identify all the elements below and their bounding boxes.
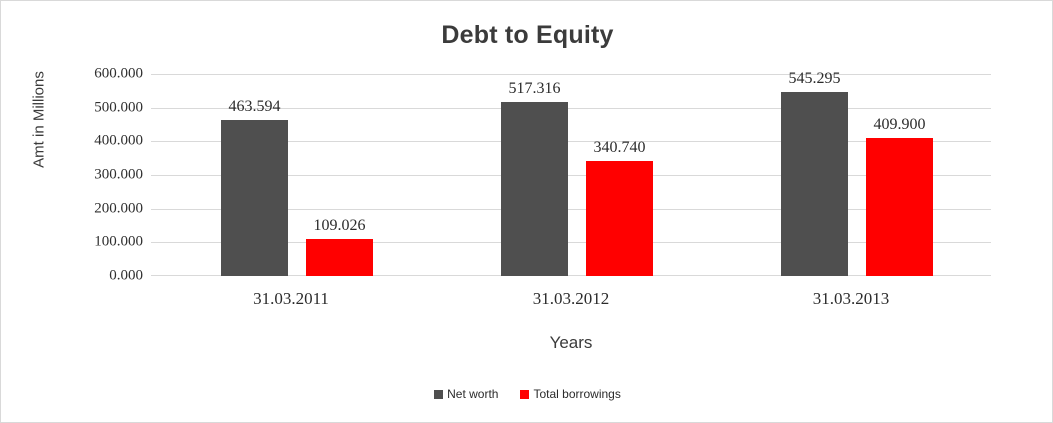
x-axis-tick: 31.03.2012 — [532, 289, 610, 308]
legend-item-net-worth[interactable]: Net worth — [434, 387, 498, 401]
bar-value-label: 463.594 — [228, 97, 281, 115]
bar-group: 545.295 409.900 — [711, 70, 991, 276]
plot-area: 463.594 109.026 517.316 340.740 545.295 … — [151, 70, 991, 276]
bar-value-label: 545.295 — [788, 70, 841, 88]
legend-swatch-icon — [520, 389, 530, 399]
y-axis-tick: 600.000 — [94, 65, 143, 82]
x-axis-title: Years — [549, 333, 593, 352]
legend-label: Net worth — [447, 387, 499, 401]
y-axis-tick: 0.000 — [109, 267, 143, 284]
y-axis-tick: 200.000 — [94, 200, 143, 217]
bar-group: 517.316 340.740 — [431, 74, 711, 276]
bar-total-borrowings[interactable]: 409.900 — [866, 116, 933, 276]
bar-net-worth[interactable]: 545.295 — [781, 70, 848, 276]
legend-item-total-borrowings[interactable]: Total borrowings — [520, 387, 621, 401]
gridline — [151, 74, 991, 75]
bar-total-borrowings[interactable]: 109.026 — [306, 217, 373, 276]
gridline — [151, 208, 991, 210]
axis-baseline — [151, 275, 991, 276]
gridline — [151, 242, 991, 244]
bar-net-worth[interactable]: 463.594 — [221, 98, 288, 276]
y-axis-tick: 300.000 — [94, 166, 143, 183]
gridline — [151, 141, 991, 143]
y-axis-tick-labels: 600.000 500.000 400.000 300.000 200.000 … — [49, 66, 143, 284]
bar-net-worth[interactable]: 517.316 — [501, 80, 568, 276]
bar-value-label: 109.026 — [313, 217, 366, 235]
bar-value-label: 340.740 — [593, 139, 646, 157]
y-axis-tick: 400.000 — [94, 132, 143, 149]
bar-value-label: 517.316 — [508, 79, 561, 97]
gridline — [151, 175, 991, 176]
bar-total-borrowings[interactable]: 340.740 — [586, 139, 653, 276]
bar-group: 463.594 109.026 — [151, 74, 431, 276]
gridline — [151, 107, 991, 109]
bar-value-label: 409.900 — [873, 116, 926, 134]
legend-label: Total borrowings — [533, 387, 621, 401]
x-axis-tick: 31.03.2013 — [812, 289, 890, 308]
chart-title: Debt to Equity — [441, 21, 614, 49]
x-axis-tick: 31.03.2011 — [253, 289, 329, 308]
y-axis-tick: 500.000 — [94, 99, 143, 116]
legend-swatch-icon — [434, 389, 444, 399]
y-axis-title: Amt in Millions — [30, 71, 48, 168]
chart-legend: Net worth Total borrowings — [1, 387, 1052, 401]
x-axis-tick-labels: 31.03.2011 31.03.2012 31.03.2013 — [151, 289, 991, 313]
y-axis-tick: 100.000 — [94, 233, 143, 250]
